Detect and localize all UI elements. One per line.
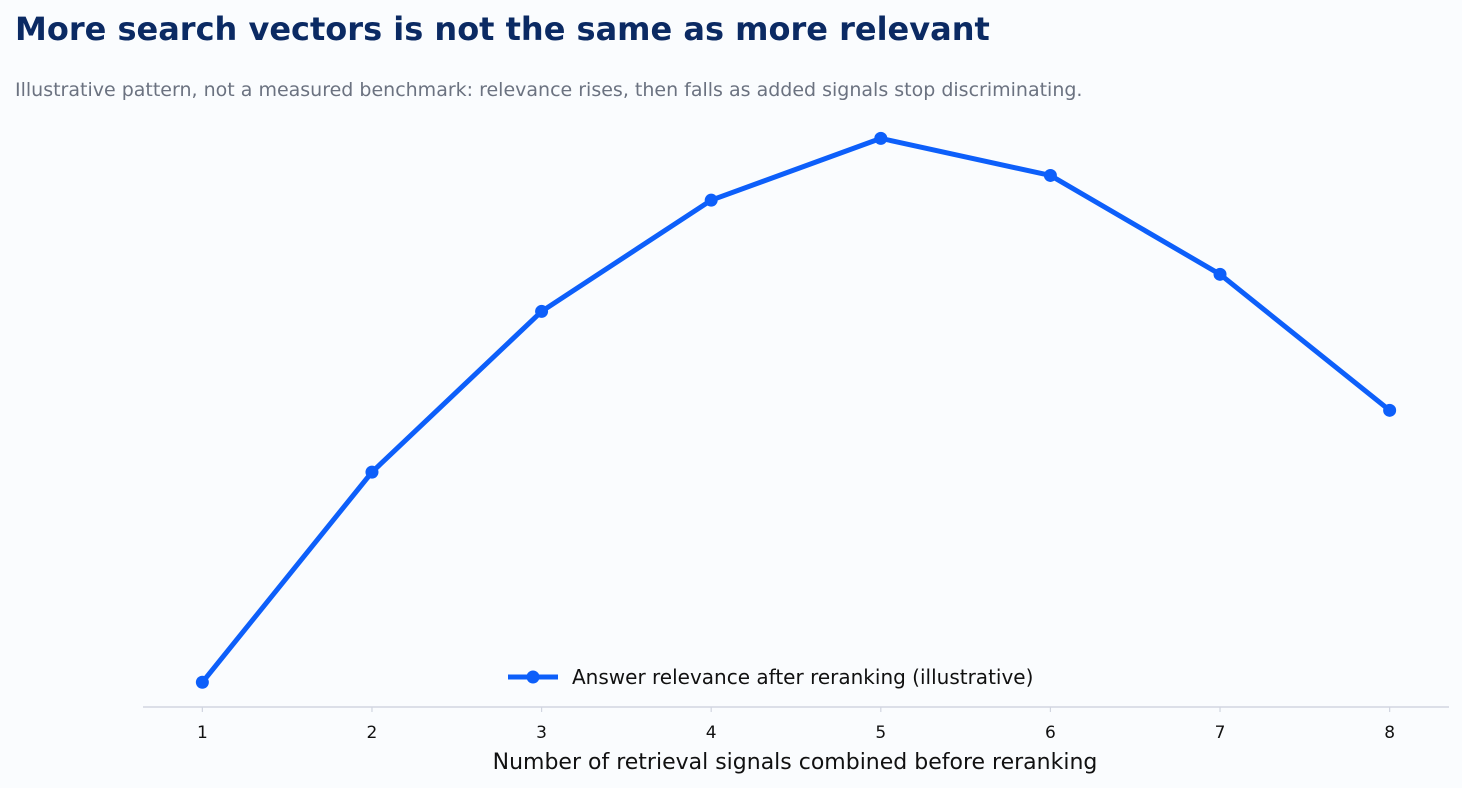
data-point [365, 465, 379, 479]
chart-subtitle: Illustrative pattern, not a measured ben… [15, 79, 1083, 101]
x-tick-label: 6 [1045, 723, 1056, 743]
data-point [874, 131, 888, 145]
series-line [199, 135, 1393, 685]
legend-label: Answer relevance after reranking (illust… [572, 665, 1033, 689]
data-point [535, 304, 549, 318]
x-tick-label: 7 [1215, 723, 1226, 743]
chart-title: More search vectors is not the same as m… [15, 10, 990, 48]
x-axis-ticks: 1 2 3 4 5 6 7 8 [197, 707, 1395, 743]
x-axis-label: Number of retrieval signals combined bef… [493, 750, 1098, 775]
x-tick-label: 4 [706, 723, 717, 743]
data-point [1213, 267, 1227, 281]
data-point [1043, 168, 1057, 182]
legend: Answer relevance after reranking (illust… [508, 665, 1033, 689]
data-point [704, 193, 718, 207]
x-tick-label: 5 [875, 723, 886, 743]
series-layer [195, 131, 1397, 689]
x-tick-label: 8 [1384, 723, 1395, 743]
x-tick-label: 1 [197, 723, 208, 743]
x-tick-label: 3 [536, 723, 547, 743]
legend-marker-swatch [526, 670, 540, 684]
data-point [195, 675, 209, 689]
x-tick-label: 2 [367, 723, 378, 743]
data-point [1383, 403, 1397, 417]
